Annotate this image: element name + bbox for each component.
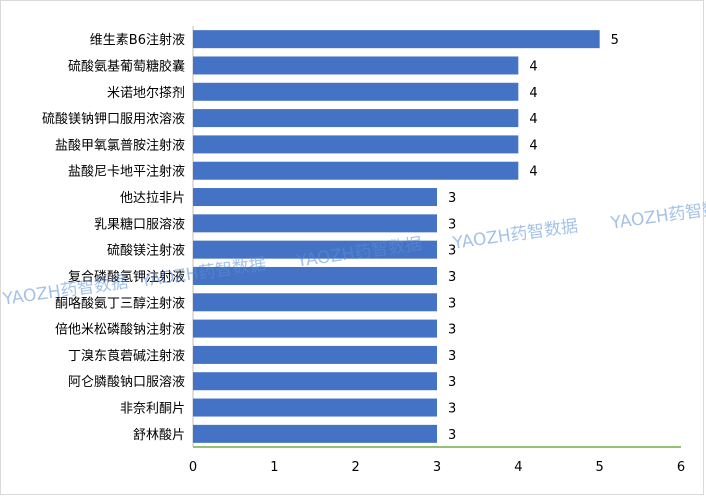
category-label: 维生素B6注射液 <box>90 32 185 48</box>
x-tick-label: 5 <box>596 460 604 475</box>
bar <box>193 293 437 312</box>
bar <box>193 161 519 180</box>
category-label: 非奈利酮片 <box>120 402 185 417</box>
category-label: 阿仑膦酸钠口服溶液 <box>68 375 185 390</box>
category-label: 倍他米松磷酸钠注射液 <box>55 322 185 338</box>
data-label: 3 <box>448 217 456 232</box>
data-label: 3 <box>448 191 456 206</box>
data-label: 3 <box>448 323 456 338</box>
bar <box>193 214 437 233</box>
data-label: 5 <box>611 33 619 48</box>
category-label: 酮咯酸氨丁三醇注射液 <box>55 295 185 311</box>
category-label: 复合磷酸氢钾注射液 <box>68 269 185 285</box>
category-label: 硫酸镁注射液 <box>107 243 185 259</box>
bar <box>193 56 519 75</box>
category-label: 舒林酸片 <box>133 428 185 443</box>
bar <box>193 319 437 338</box>
bar <box>193 424 437 443</box>
data-label: 4 <box>529 165 537 180</box>
bar <box>193 240 437 259</box>
bar <box>193 109 519 128</box>
data-label: 4 <box>529 138 537 153</box>
bar <box>193 372 437 391</box>
category-label: 乳果糖口服溶液 <box>94 216 185 232</box>
category-label: 丁溴东莨菪碱注射液 <box>68 348 185 364</box>
data-label: 4 <box>529 86 537 101</box>
data-label: 3 <box>448 244 456 259</box>
x-tick-label: 2 <box>352 460 360 475</box>
bar <box>193 266 437 285</box>
data-label: 3 <box>448 349 456 364</box>
x-tick-label: 1 <box>270 460 278 475</box>
data-label: 3 <box>448 375 456 390</box>
bar <box>193 30 600 49</box>
category-label: 盐酸甲氧氯普胺注射液 <box>55 137 185 153</box>
category-label: 米诺地尔搽剂 <box>107 86 185 101</box>
bar <box>193 345 437 364</box>
x-tick-label: 6 <box>677 460 685 475</box>
category-label: 盐酸尼卡地平注射液 <box>68 164 185 180</box>
bar <box>193 135 519 154</box>
data-label: 4 <box>529 59 537 74</box>
data-label: 4 <box>529 112 537 127</box>
bar <box>193 82 519 101</box>
data-label: 3 <box>448 428 456 443</box>
x-tick-label: 3 <box>433 460 441 475</box>
x-tick-label: 4 <box>514 460 522 475</box>
category-label: 硫酸氨基葡萄糖胶囊 <box>68 58 185 74</box>
data-label: 3 <box>448 402 456 417</box>
bar <box>193 398 437 417</box>
data-label: 3 <box>448 270 456 285</box>
data-label: 3 <box>448 296 456 311</box>
x-tick-label: 0 <box>189 460 197 475</box>
bar <box>193 188 437 207</box>
category-label: 硫酸镁钠钾口服用浓溶液 <box>42 112 185 127</box>
category-label: 他达拉非片 <box>120 191 185 206</box>
